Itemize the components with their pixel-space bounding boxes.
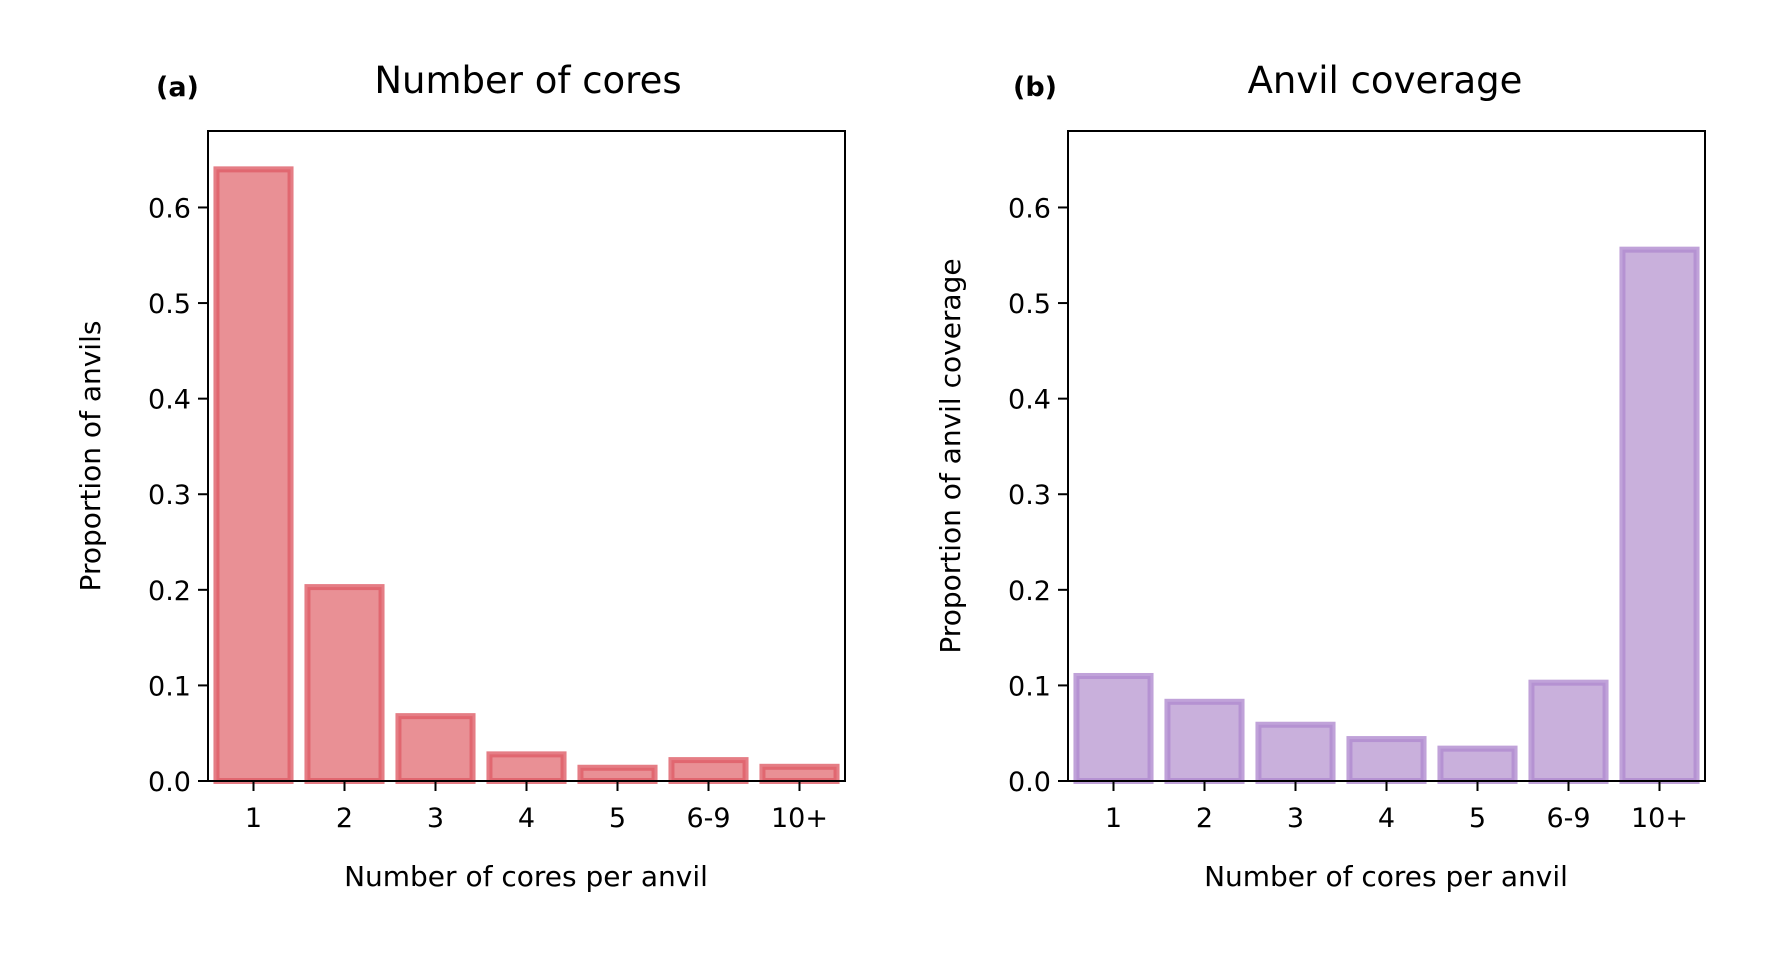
bar — [577, 764, 658, 784]
x-tick-label: 4 — [518, 803, 535, 834]
y-tick-label: 0.1 — [1008, 671, 1051, 702]
plot-frame — [207, 130, 846, 782]
bar — [1346, 736, 1427, 785]
x-tick-label: 3 — [1287, 803, 1304, 834]
y-tick-label: 0.2 — [1008, 576, 1051, 607]
y-tick-label: 0.3 — [148, 480, 191, 511]
x-tick-label: 5 — [1469, 803, 1486, 834]
bar-group — [213, 166, 840, 785]
bar-group — [1073, 246, 1700, 785]
x-tick-label: 5 — [609, 803, 626, 834]
chart-title: Anvil coverage — [1248, 59, 1523, 102]
bar — [1073, 672, 1154, 784]
x-tick-label: 6-9 — [1546, 803, 1590, 834]
y-tick-label: 0.3 — [1008, 480, 1051, 511]
x-tick-label: 1 — [1105, 803, 1122, 834]
panel-a: (a) Number of cores 0.00.10.20.30.40.50.… — [74, 59, 846, 893]
chart-title: Number of cores — [374, 59, 681, 102]
x-axis-label: Number of cores per anvil — [1204, 860, 1568, 893]
bar — [486, 751, 567, 785]
bar — [668, 757, 749, 785]
x-axis-label: Number of cores per anvil — [344, 860, 708, 893]
y-tick-label: 0.5 — [148, 289, 191, 320]
y-tick-label: 0.1 — [148, 671, 191, 702]
y-tick-label: 0.4 — [148, 385, 191, 416]
panel-b: (b) Anvil coverage 0.0 0.1 0.2 0.3 0.4 0.5 0.6… — [934, 59, 1706, 893]
y-axis-label: Proportion of anvil coverage — [934, 258, 967, 653]
y-tick-label: 0.6 — [148, 193, 191, 224]
y-axis-ticks: 0.0 0.1 0.2 0.3 0.4 0.5 0.6 — [148, 193, 208, 798]
bar — [1255, 721, 1336, 784]
bar — [1528, 679, 1609, 784]
y-tick-label: 0.4 — [1008, 385, 1051, 416]
y-tick-label: 0.6 — [1008, 193, 1051, 224]
y-tick-label: 0.0 — [148, 767, 191, 798]
bar — [1164, 698, 1245, 785]
x-axis-ticks: 1 2 3 4 5 6-9 10+ — [245, 781, 828, 834]
x-tick-label: 1 — [245, 803, 262, 834]
x-tick-label: 2 — [1196, 803, 1213, 834]
y-tick-label: 0.2 — [148, 576, 191, 607]
y-axis-label: Proportion of anvils — [74, 321, 107, 592]
x-tick-label: 10+ — [771, 803, 828, 834]
x-tick-label: 6-9 — [686, 803, 730, 834]
x-tick-label: 2 — [336, 803, 353, 834]
panel-label: (a) — [156, 72, 199, 103]
bar — [759, 763, 840, 785]
bar — [213, 166, 294, 784]
bar — [1437, 745, 1518, 784]
bar — [304, 584, 385, 785]
y-axis-ticks: 0.0 0.1 0.2 0.3 0.4 0.5 0.6 — [1008, 193, 1068, 798]
panel-label: (b) — [1013, 72, 1057, 103]
x-tick-label: 3 — [427, 803, 444, 834]
x-tick-label: 4 — [1378, 803, 1395, 834]
y-tick-label: 0.5 — [1008, 289, 1051, 320]
bar — [395, 713, 476, 784]
x-tick-label: 10+ — [1631, 803, 1688, 834]
plot-frame — [1067, 130, 1706, 782]
y-tick-label: 0.0 — [1008, 767, 1051, 798]
bar — [1619, 246, 1700, 785]
x-axis-ticks: 1 2 3 4 5 6-9 10+ — [1105, 781, 1688, 834]
